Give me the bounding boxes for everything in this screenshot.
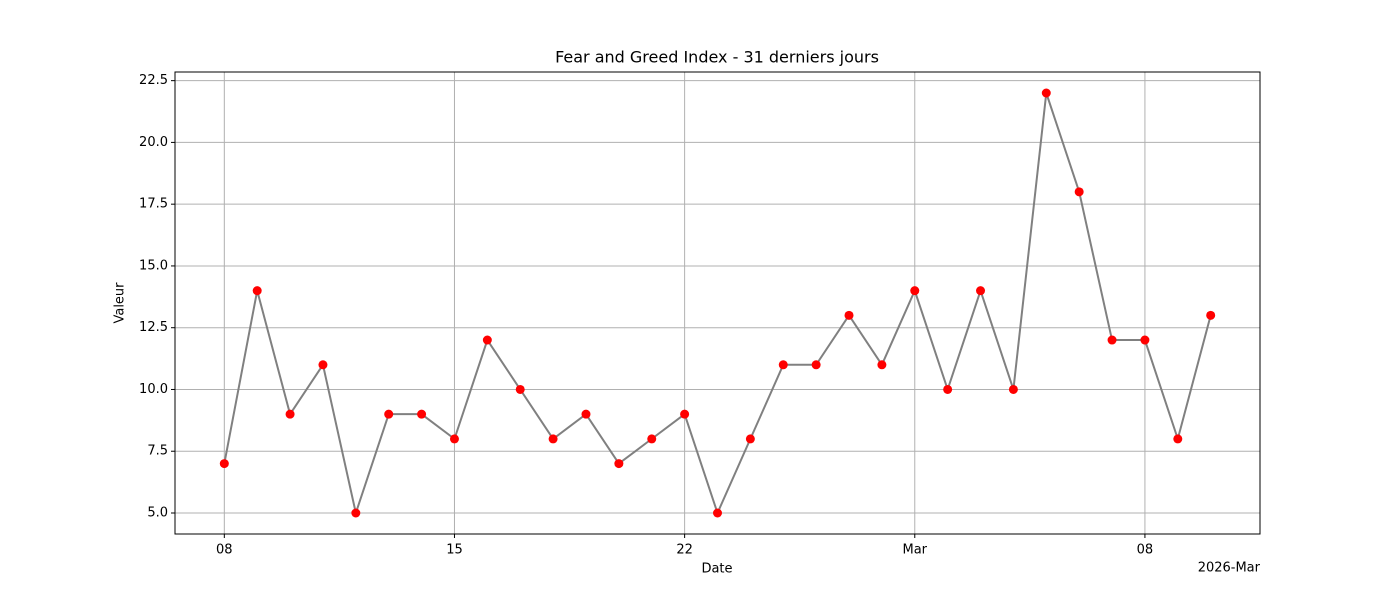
chart-title: Fear and Greed Index - 31 derniers jours bbox=[555, 48, 879, 67]
data-point bbox=[1140, 335, 1150, 345]
data-point bbox=[1074, 187, 1084, 197]
data-point bbox=[252, 286, 262, 296]
data-point bbox=[680, 409, 690, 419]
y-axis-label: Valeur bbox=[113, 282, 128, 324]
x-tick-label: Mar bbox=[903, 543, 928, 558]
data-point bbox=[351, 508, 361, 518]
x-axis-label: Date bbox=[701, 562, 732, 577]
data-point bbox=[1173, 434, 1183, 444]
data-point bbox=[713, 508, 722, 518]
y-tick-label: 5.0 bbox=[147, 506, 168, 521]
y-tick-label: 20.0 bbox=[139, 135, 168, 150]
data-point bbox=[778, 360, 788, 370]
y-tick-label: 17.5 bbox=[139, 197, 168, 212]
data-point bbox=[943, 384, 953, 394]
data-point bbox=[548, 434, 558, 444]
data-point bbox=[647, 434, 657, 444]
y-tick-label: 15.0 bbox=[139, 258, 168, 273]
data-line bbox=[223, 92, 1212, 517]
data-point bbox=[1041, 88, 1051, 98]
data-point bbox=[1206, 310, 1216, 320]
x-tick-label: 22 bbox=[676, 543, 693, 558]
data-point bbox=[581, 409, 591, 419]
data-point bbox=[614, 459, 624, 469]
data-point bbox=[877, 360, 887, 370]
data-point bbox=[318, 360, 328, 370]
x-tick-label: 08 bbox=[216, 543, 233, 558]
data-point bbox=[844, 310, 854, 320]
y-tick-label: 7.5 bbox=[147, 444, 168, 459]
x-tick-label: 15 bbox=[446, 543, 463, 558]
data-point bbox=[910, 286, 920, 296]
y-tick-label: 10.0 bbox=[139, 382, 168, 397]
data-point bbox=[976, 286, 986, 296]
data-point bbox=[417, 409, 427, 419]
plot-frame bbox=[174, 71, 1261, 535]
x-tick-label: 08 bbox=[1137, 543, 1154, 558]
data-point bbox=[1008, 384, 1018, 394]
data-point bbox=[745, 434, 755, 444]
data-point bbox=[449, 434, 459, 444]
y-tick-label: 12.5 bbox=[139, 320, 168, 335]
data-point bbox=[811, 360, 821, 370]
data-point bbox=[1107, 335, 1117, 345]
data-point bbox=[384, 409, 394, 419]
data-point bbox=[482, 335, 492, 345]
y-tick-label: 22.5 bbox=[139, 73, 168, 88]
data-point bbox=[285, 409, 295, 419]
x-offset-label: 2026-Mar bbox=[1198, 561, 1261, 576]
data-point bbox=[219, 459, 229, 469]
data-point bbox=[515, 384, 525, 394]
